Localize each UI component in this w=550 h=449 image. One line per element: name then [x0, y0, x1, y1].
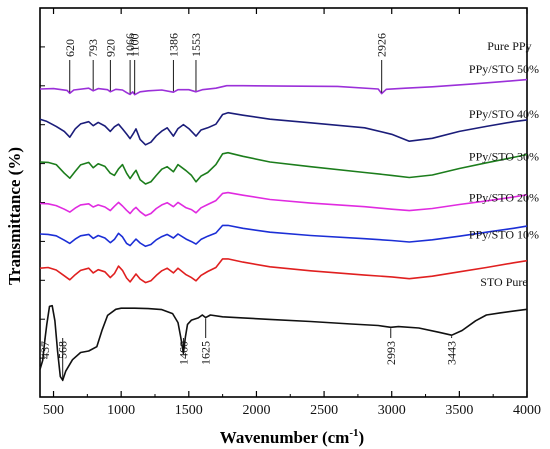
- series-line: [39, 111, 528, 146]
- y-axis-title: Transmittance (%): [5, 147, 24, 285]
- x-axis-title: Wavenumber (cm-1): [220, 427, 364, 447]
- plot-border: [39, 7, 528, 398]
- series-label: PPy/STO 50%: [469, 62, 539, 76]
- x-tick-label: 2000: [242, 403, 270, 418]
- series-lines: [39, 78, 528, 381]
- series-label: PPy/STO 20%: [469, 190, 539, 204]
- peak-label: 568: [56, 341, 70, 359]
- peak-label: 3443: [445, 341, 459, 365]
- x-tick-label: 1500: [175, 403, 203, 418]
- series-label: Pure PPy: [487, 39, 531, 53]
- x-tick-label: 500: [43, 403, 64, 418]
- series-line: [39, 304, 528, 381]
- x-axis-title-main: Wavenumber (cm: [220, 428, 350, 447]
- peak-label: 1066: [123, 33, 137, 57]
- peak-label: 1100: [128, 33, 142, 57]
- x-tick-label: 3500: [445, 403, 473, 418]
- series-line: [39, 151, 528, 185]
- series-line: [39, 258, 528, 284]
- x-tick-label: 2500: [310, 403, 338, 418]
- peak-label: 793: [86, 39, 100, 57]
- series-label: STO Pure: [480, 275, 527, 289]
- x-axis-ticks: 500 1000 1500 2000 2500 3000 3500 4000: [40, 8, 541, 418]
- peak-label: 1460: [176, 341, 190, 365]
- peak-label: 1386: [166, 33, 180, 57]
- series-label: PPy/STO 40%: [469, 107, 539, 121]
- x-tick-label: 1000: [107, 403, 135, 418]
- peak-label: 2993: [384, 341, 398, 365]
- peak-label: 2926: [375, 33, 389, 57]
- peak-label: 620: [63, 39, 77, 57]
- plot-frame: [39, 7, 528, 398]
- series-line: [39, 191, 528, 217]
- series-label: PPy/STO 30%: [469, 150, 539, 164]
- x-tick-label: 4000: [513, 403, 541, 418]
- peak-label: 920: [103, 39, 117, 57]
- series-line: [39, 224, 528, 248]
- peak-label: 1553: [189, 33, 203, 57]
- series-line: [39, 78, 528, 96]
- series-labels: Pure PPy PPy/STO 50% PPy/STO 40% PPy/STO 30…: [469, 39, 539, 289]
- x-axis-title-suffix: ): [359, 428, 365, 447]
- peak-label: 1625: [199, 341, 213, 365]
- series-label: PPy/STO 10%: [469, 227, 539, 241]
- peak-label: 437: [38, 341, 52, 359]
- x-tick-label: 3000: [378, 403, 406, 418]
- x-axis-title-sup: -1: [349, 427, 358, 439]
